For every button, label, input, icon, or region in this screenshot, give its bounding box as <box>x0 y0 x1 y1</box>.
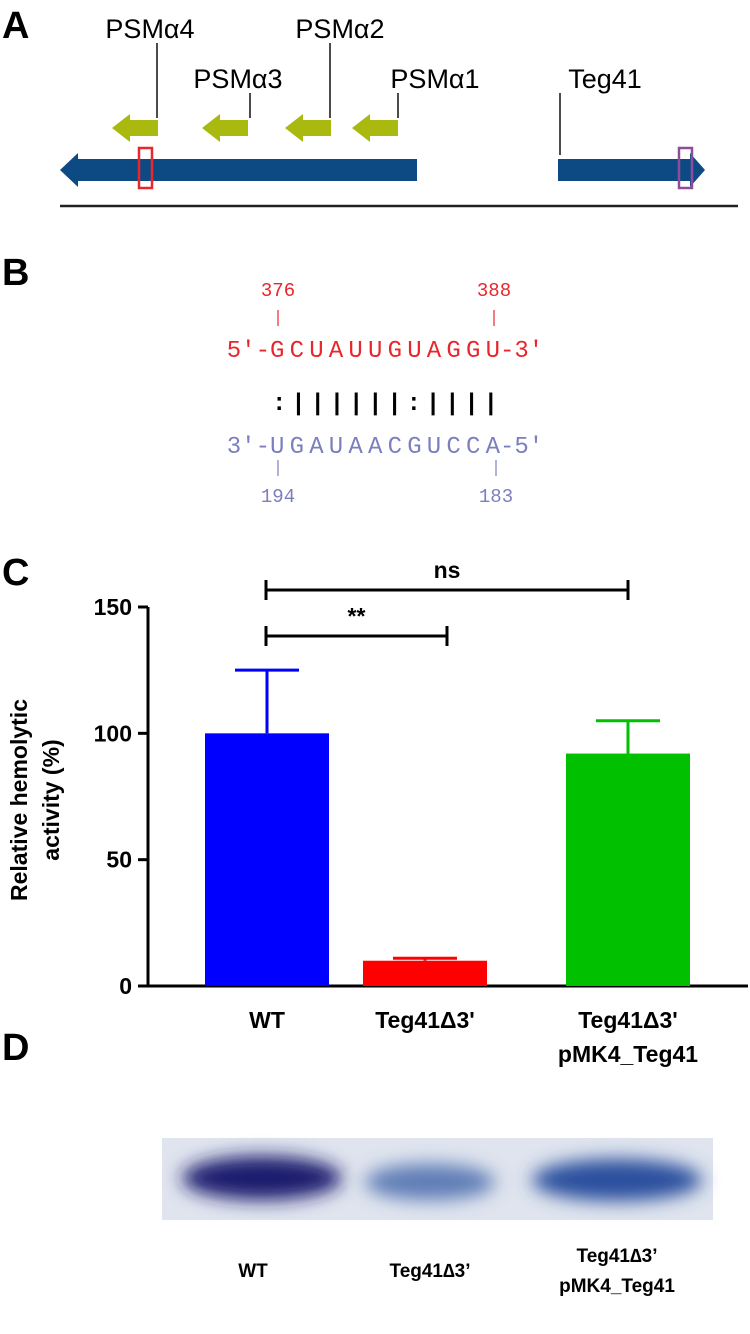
panel-label: A <box>2 5 29 47</box>
site-box <box>137 146 154 190</box>
gene-arrows <box>112 114 398 142</box>
label-lines <box>156 43 561 155</box>
gene-label: PSMα4 <box>105 14 194 44</box>
x-tick-label: WT <box>249 1007 285 1033</box>
gene-label: PSMα1 <box>390 64 479 94</box>
strand-end: -5′ <box>500 434 543 461</box>
y-tick-label: 150 <box>94 594 132 620</box>
lane-label: WT <box>238 1261 268 1282</box>
position-ticks <box>277 460 497 476</box>
teg41-arrow <box>558 153 705 187</box>
bar <box>566 753 690 986</box>
position-ticks <box>277 310 495 326</box>
y-tick-label: 100 <box>94 720 132 746</box>
gel-bands <box>182 1156 702 1201</box>
strand-end: -3′ <box>500 338 543 365</box>
lane-label: Teg41∆3’ pMK4_Teg41 <box>559 1246 675 1297</box>
pairing: :||||||:|||| <box>272 391 498 418</box>
panel-label: C <box>2 552 29 594</box>
gene-label: PSMα2 <box>295 14 384 44</box>
sequence: GCUAUUGUAGGU <box>270 338 500 365</box>
strand-end: 3′- <box>227 434 270 461</box>
y-tick-label: 0 <box>119 973 132 999</box>
gene-label: Teg41 <box>568 64 642 94</box>
bar <box>363 960 487 986</box>
position: 388 <box>477 280 511 302</box>
operon-arrow <box>60 153 417 187</box>
position: 194 <box>261 486 295 508</box>
lane-label: Teg41∆3’ <box>390 1261 471 1282</box>
position: 376 <box>261 280 295 302</box>
sequence: UGAUAACGUCCA <box>270 434 501 461</box>
panel-label: B <box>2 252 29 294</box>
bar <box>205 733 329 986</box>
y-axis-label: Relative hemolytic activity (%) <box>6 699 64 901</box>
x-tick-label: Teg41Δ3' <box>375 1007 475 1033</box>
bar-chart: 0 50 100 150 WT Teg41Δ3' Teg41Δ3' pMK4_Teg41 ** n… <box>94 557 748 1067</box>
strand-end: 5′- <box>227 338 270 365</box>
panel-label: D <box>2 1027 29 1069</box>
x-tick-label: Teg41Δ3' pMK4_Teg41 <box>558 1007 698 1067</box>
y-tick-label: 50 <box>106 847 132 873</box>
gene-label: PSMα3 <box>193 64 282 94</box>
significance-label: ** <box>348 603 366 629</box>
position: 183 <box>479 486 513 508</box>
significance-label: ns <box>434 557 461 583</box>
site-box <box>677 146 694 190</box>
